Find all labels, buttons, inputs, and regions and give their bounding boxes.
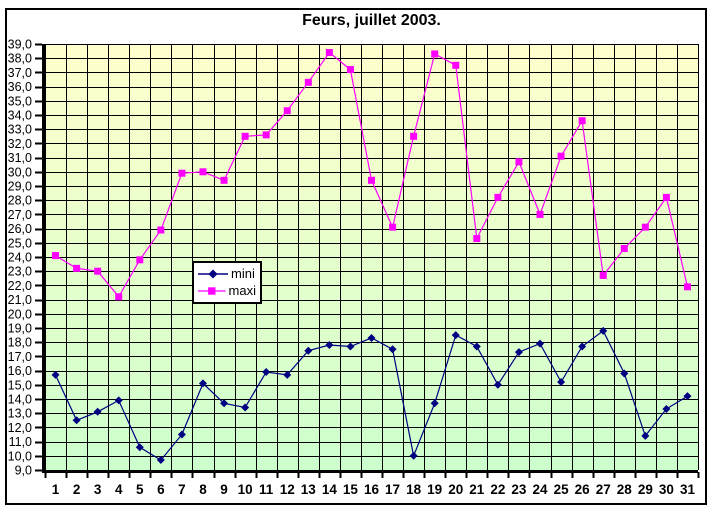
svg-text:25: 25 xyxy=(554,482,570,497)
svg-text:1: 1 xyxy=(52,482,60,497)
svg-text:2: 2 xyxy=(73,482,81,497)
chart-title: Feurs, juillet 2003. xyxy=(302,12,441,29)
svg-text:28,0: 28,0 xyxy=(8,194,32,208)
svg-text:26: 26 xyxy=(575,482,591,497)
svg-text:29: 29 xyxy=(638,482,653,497)
svg-text:10,0: 10,0 xyxy=(8,449,32,463)
legend-label-mini: mini xyxy=(231,266,255,281)
svg-text:8: 8 xyxy=(199,482,207,497)
svg-text:16: 16 xyxy=(364,482,380,497)
svg-text:24,0: 24,0 xyxy=(8,251,32,265)
svg-text:13,0: 13,0 xyxy=(8,407,32,421)
svg-text:10: 10 xyxy=(238,482,253,497)
legend-item-mini: mini xyxy=(198,265,256,282)
svg-text:18: 18 xyxy=(406,482,422,497)
svg-text:5: 5 xyxy=(136,482,144,497)
svg-text:11,0: 11,0 xyxy=(9,435,32,449)
svg-text:24: 24 xyxy=(533,482,549,497)
svg-text:21: 21 xyxy=(469,482,485,497)
svg-text:12,0: 12,0 xyxy=(8,421,32,435)
legend: mini maxi xyxy=(192,261,262,304)
svg-text:16,0: 16,0 xyxy=(8,364,32,378)
legend-item-maxi: maxi xyxy=(198,282,256,299)
maxi-series-marker-icon xyxy=(198,286,226,295)
svg-text:17: 17 xyxy=(385,482,400,497)
svg-text:22,0: 22,0 xyxy=(8,279,32,293)
svg-text:3: 3 xyxy=(94,482,102,497)
svg-text:7: 7 xyxy=(178,482,186,497)
svg-text:9,0: 9,0 xyxy=(15,464,32,478)
svg-text:32,0: 32,0 xyxy=(8,137,32,151)
svg-text:19: 19 xyxy=(427,482,442,497)
svg-text:20: 20 xyxy=(448,482,463,497)
svg-text:36,0: 36,0 xyxy=(8,80,32,94)
svg-text:20,0: 20,0 xyxy=(8,307,32,321)
svg-text:38,0: 38,0 xyxy=(8,52,32,66)
svg-text:27: 27 xyxy=(596,482,611,497)
svg-text:35,0: 35,0 xyxy=(8,94,32,108)
svg-text:29,0: 29,0 xyxy=(8,180,32,194)
svg-text:4: 4 xyxy=(115,482,123,497)
svg-text:12: 12 xyxy=(280,482,295,497)
svg-text:6: 6 xyxy=(157,482,165,497)
svg-text:19,0: 19,0 xyxy=(8,322,32,336)
svg-text:21,0: 21,0 xyxy=(8,293,32,307)
svg-text:14: 14 xyxy=(322,482,338,497)
svg-text:13: 13 xyxy=(301,482,317,497)
mini-series-marker-icon xyxy=(198,269,228,278)
svg-text:22: 22 xyxy=(490,482,505,497)
svg-text:27,0: 27,0 xyxy=(8,208,32,222)
svg-text:31,0: 31,0 xyxy=(8,151,32,165)
svg-text:25,0: 25,0 xyxy=(8,236,32,250)
svg-text:30: 30 xyxy=(659,482,674,497)
svg-text:34,0: 34,0 xyxy=(8,109,32,123)
svg-text:17,0: 17,0 xyxy=(8,350,32,364)
svg-text:11: 11 xyxy=(259,482,274,497)
svg-text:30,0: 30,0 xyxy=(8,165,32,179)
svg-text:26,0: 26,0 xyxy=(8,222,32,236)
svg-text:31: 31 xyxy=(680,482,696,497)
svg-text:14,0: 14,0 xyxy=(8,393,32,407)
svg-text:15,0: 15,0 xyxy=(8,378,32,392)
svg-text:39,0: 39,0 xyxy=(8,38,32,52)
legend-label-maxi: maxi xyxy=(228,283,256,298)
svg-text:37,0: 37,0 xyxy=(8,66,32,80)
svg-text:33,0: 33,0 xyxy=(8,123,32,137)
svg-text:18,0: 18,0 xyxy=(8,336,32,350)
svg-text:15: 15 xyxy=(343,482,359,497)
svg-text:28: 28 xyxy=(617,482,633,497)
svg-text:23: 23 xyxy=(511,482,527,497)
svg-text:9: 9 xyxy=(220,482,228,497)
svg-text:23,0: 23,0 xyxy=(8,265,32,279)
